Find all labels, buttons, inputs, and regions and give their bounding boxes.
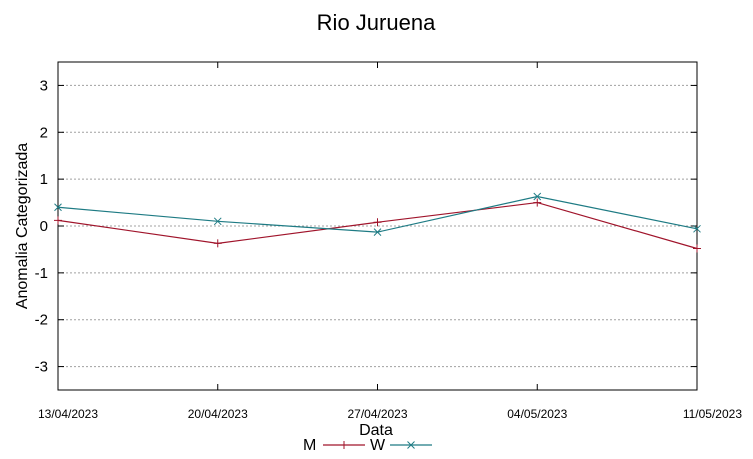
y-tick-label: -2 [35,312,48,329]
y-tick-label: -3 [35,359,48,376]
data-point-M [693,244,701,253]
data-point-W [533,192,542,201]
data-point-M [373,218,382,227]
y-axis-label: Anomalia Categorizada [14,143,31,309]
legend-label-M: M [303,437,316,454]
data-point-M [54,216,62,225]
x-tick-label: 27/04/2023 [347,407,407,421]
series-lines [54,192,701,253]
data-point-M [533,198,542,207]
x-tick-label: 13/04/2023 [38,407,98,421]
x-tick-label: 04/05/2023 [507,407,567,421]
x-tick-label: 20/04/2023 [188,407,248,421]
y-tick-label: 0 [40,218,48,235]
grid-lines [58,84,697,368]
data-point-W [213,217,222,226]
data-point-W [373,228,382,236]
legend-label-W: W [370,437,386,454]
y-tick-label: 1 [40,171,48,188]
y-tick-labels: -3 -2 -1 0 1 2 3 [35,77,48,375]
chart-title: Rio Juruena [317,10,436,35]
data-point-W [693,224,701,233]
data-point-W [54,203,62,212]
y-tick-label: -1 [35,265,48,282]
legend-swatch-W [390,441,432,449]
x-tick-label: 11/05/2023 [683,407,742,421]
x-axis-label: Data [359,422,393,439]
x-tick-labels: 13/04/2023 20/04/2023 27/04/2023 04/05/2023… [38,407,742,421]
y-tick-label: 2 [40,124,48,141]
data-point-M [213,239,222,248]
series-line-W [57,195,698,233]
y-tick-label: 3 [40,77,48,94]
legend-swatch-M [323,441,365,449]
